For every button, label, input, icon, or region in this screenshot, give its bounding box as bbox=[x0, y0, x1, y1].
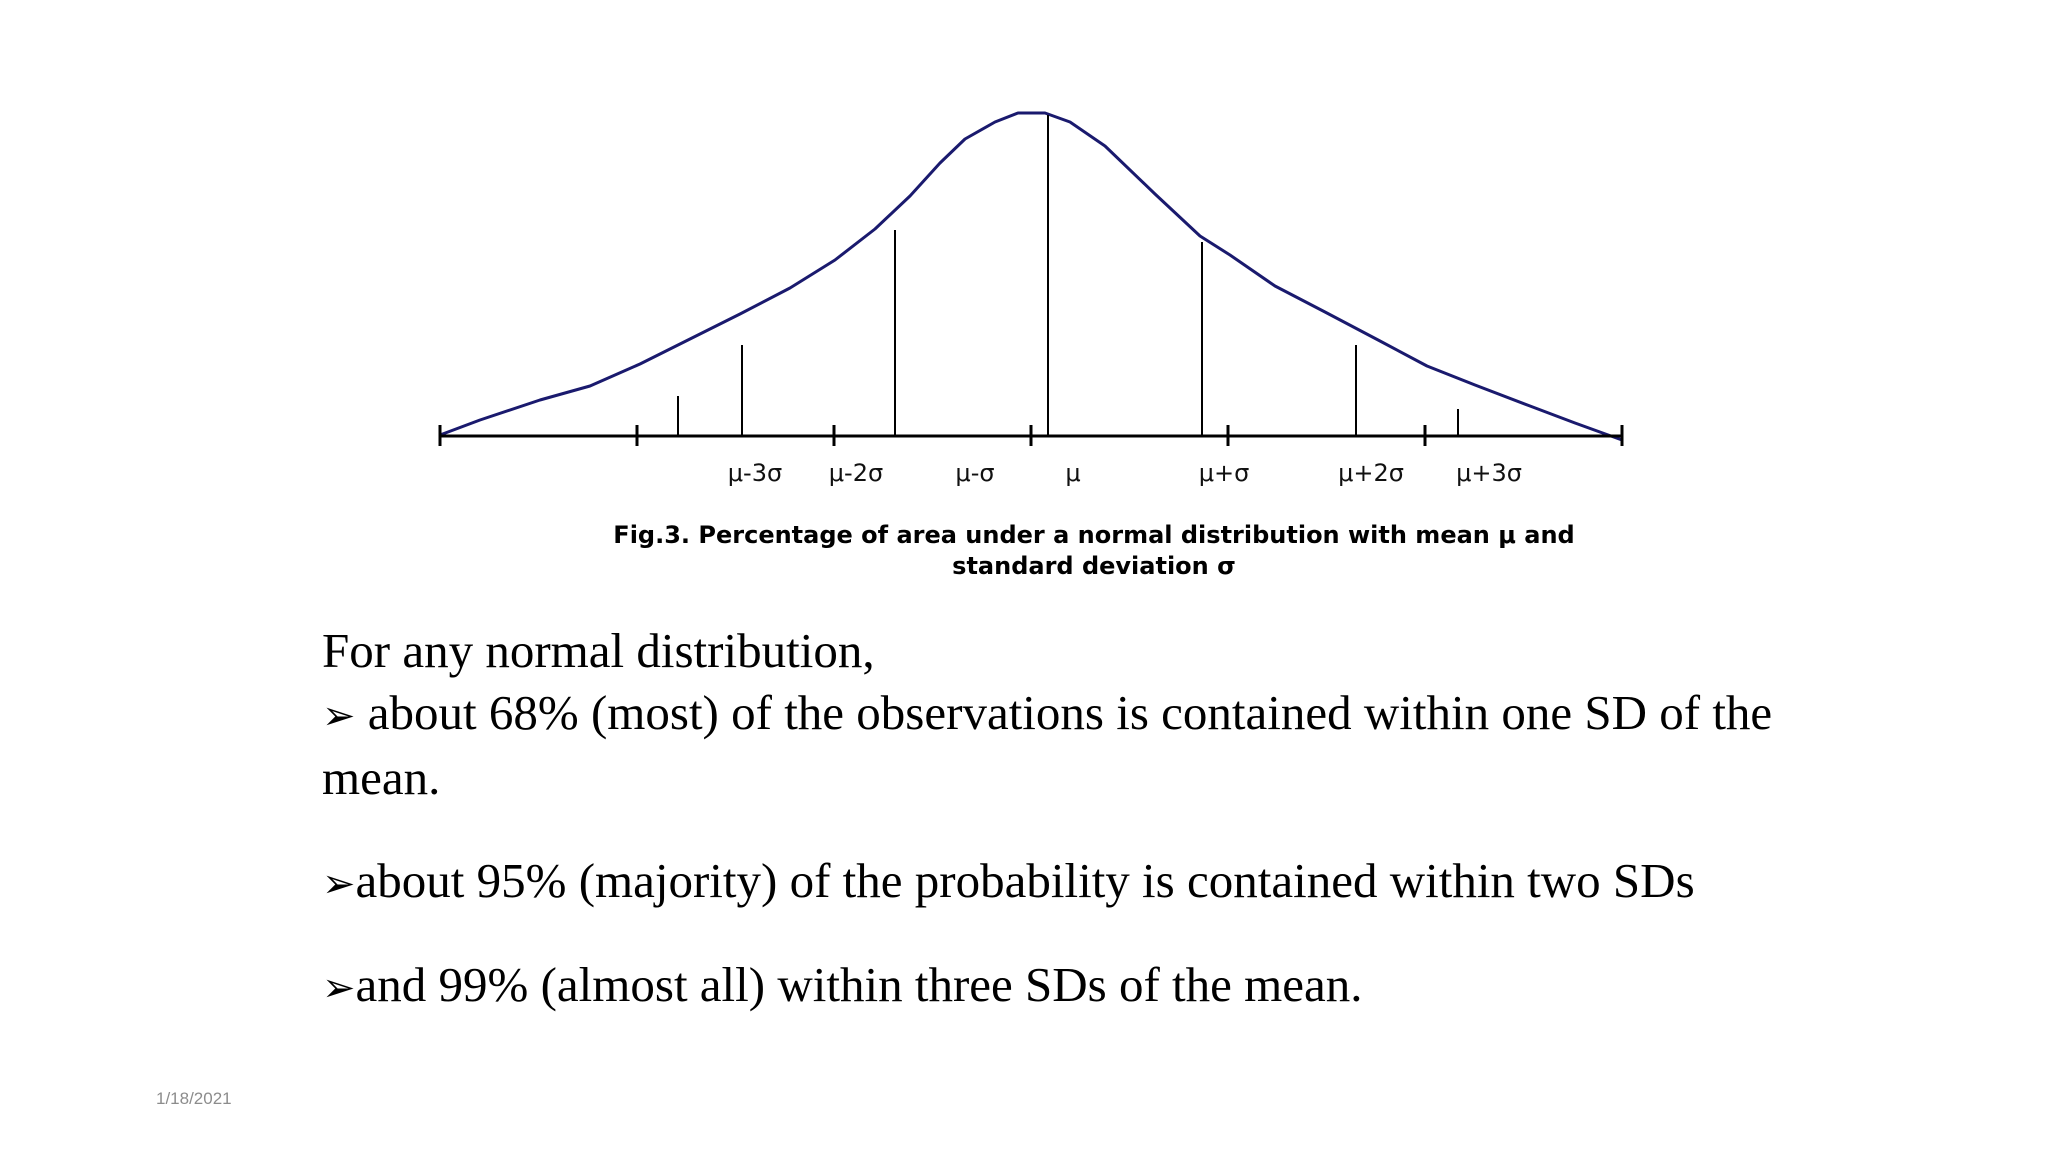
arrow-bullet-icon: ➢ bbox=[322, 693, 356, 739]
tick-label-minus-2-sigma: μ-2σ bbox=[829, 459, 883, 487]
bullet-text: and 99% (almost all) within three SDs of… bbox=[355, 957, 1363, 1012]
bullet-text: about 95% (majority) of the probability … bbox=[355, 853, 1695, 908]
tick-label-plus-1-sigma: μ+σ bbox=[1199, 459, 1250, 487]
bullet-text-block: For any normal distribution, ➢ about 68%… bbox=[322, 620, 1822, 1019]
bullet-item-95: ➢about 95% (majority) of the probability… bbox=[322, 850, 1822, 915]
tick-label-plus-2-sigma: μ+2σ bbox=[1338, 459, 1404, 487]
tick-label-minus-1-sigma: μ-σ bbox=[955, 459, 994, 487]
tick-label-plus-3-sigma: μ+3σ bbox=[1456, 459, 1522, 487]
arrow-bullet-icon: ➢ bbox=[322, 861, 356, 907]
tick-label-minus-3-sigma: μ-3σ bbox=[728, 459, 782, 487]
bell-curve bbox=[439, 111, 1623, 442]
slide-date: 1/18/2021 bbox=[156, 1089, 232, 1108]
caption-line-2: standard deviation σ bbox=[952, 552, 1236, 580]
tick-labels: μ-3σ μ-2σ μ-σ μ μ+σ μ+2σ μ+3σ bbox=[728, 459, 1522, 487]
bullet-text: about 68% (most) of the observations is … bbox=[322, 685, 1773, 805]
arrow-bullet-icon: ➢ bbox=[322, 965, 356, 1011]
bullet-item-68: ➢ about 68% (most) of the observations i… bbox=[322, 682, 1822, 809]
intro-line: For any normal distribution, bbox=[322, 623, 875, 678]
figure-caption: Fig.3. Percentage of area under a normal… bbox=[544, 520, 1644, 582]
tick-label-mean: μ bbox=[1065, 459, 1080, 487]
normal-distribution-diagram: μ-3σ μ-2σ μ-σ μ μ+σ μ+2σ μ+3σ bbox=[438, 111, 1624, 487]
sigma-boundary-lines bbox=[677, 115, 1459, 436]
caption-line-1: Fig.3. Percentage of area under a normal… bbox=[613, 521, 1575, 549]
bullet-item-99: ➢and 99% (almost all) within three SDs o… bbox=[322, 954, 1822, 1019]
x-axis bbox=[438, 425, 1624, 446]
